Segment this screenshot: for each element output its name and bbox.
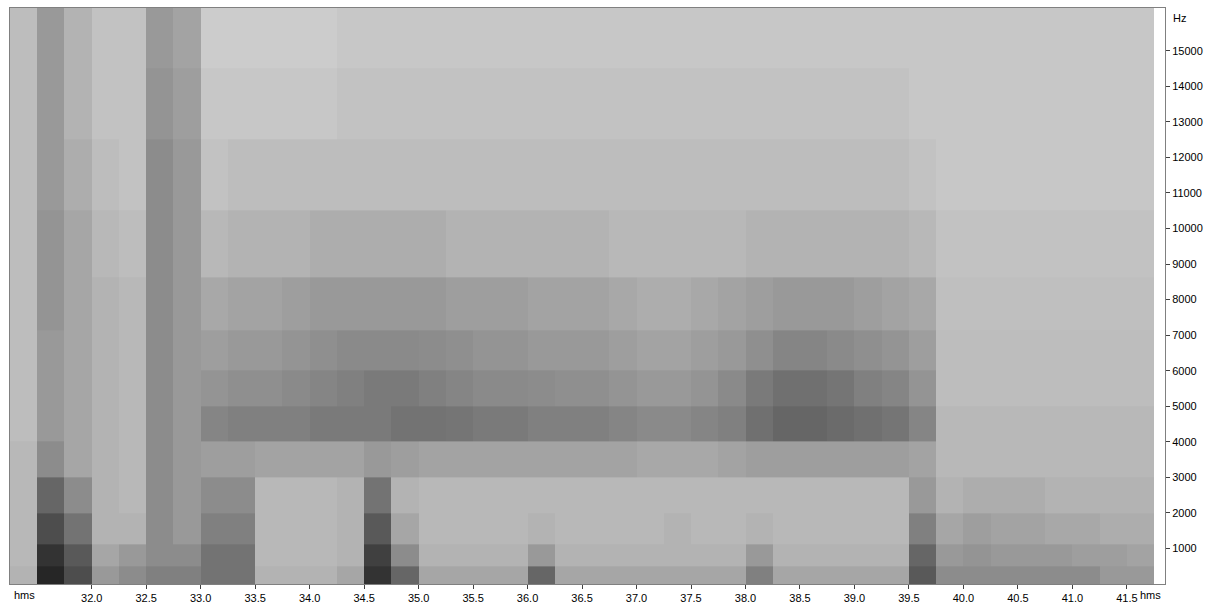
svg-text:7000: 7000 xyxy=(1172,329,1196,341)
svg-text:41.5: 41.5 xyxy=(1116,592,1137,604)
svg-text:34.5: 34.5 xyxy=(353,592,374,604)
svg-text:15000: 15000 xyxy=(1172,45,1203,57)
svg-text:32.0: 32.0 xyxy=(81,592,102,604)
svg-text:38.5: 38.5 xyxy=(789,592,810,604)
svg-text:35.5: 35.5 xyxy=(462,592,483,604)
svg-text:33.0: 33.0 xyxy=(190,592,211,604)
svg-text:6000: 6000 xyxy=(1172,365,1196,377)
svg-text:4000: 4000 xyxy=(1172,436,1196,448)
svg-text:38.0: 38.0 xyxy=(735,592,756,604)
svg-text:39.5: 39.5 xyxy=(898,592,919,604)
svg-text:5000: 5000 xyxy=(1172,400,1196,412)
svg-text:2000: 2000 xyxy=(1172,507,1196,519)
svg-text:8000: 8000 xyxy=(1172,293,1196,305)
svg-text:11000: 11000 xyxy=(1172,187,1202,199)
svg-text:9000: 9000 xyxy=(1172,258,1196,270)
svg-text:hms: hms xyxy=(14,589,35,601)
svg-text:40.5: 40.5 xyxy=(1007,592,1028,604)
svg-text:Hz: Hz xyxy=(1173,12,1186,24)
svg-text:14000: 14000 xyxy=(1172,80,1203,92)
svg-text:3000: 3000 xyxy=(1172,471,1196,483)
svg-text:33.5: 33.5 xyxy=(244,592,265,604)
svg-text:hms: hms xyxy=(1140,589,1161,601)
svg-text:37.0: 37.0 xyxy=(626,592,647,604)
svg-text:12000: 12000 xyxy=(1172,151,1203,163)
svg-text:39.0: 39.0 xyxy=(844,592,865,604)
svg-text:37.5: 37.5 xyxy=(680,592,701,604)
svg-text:10000: 10000 xyxy=(1172,222,1203,234)
svg-text:40.0: 40.0 xyxy=(953,592,974,604)
svg-text:32.5: 32.5 xyxy=(135,592,156,604)
svg-text:35.0: 35.0 xyxy=(408,592,429,604)
svg-text:36.0: 36.0 xyxy=(517,592,538,604)
svg-text:1000: 1000 xyxy=(1172,542,1196,554)
svg-text:36.5: 36.5 xyxy=(571,592,592,604)
svg-text:13000: 13000 xyxy=(1172,116,1203,128)
svg-text:41.0: 41.0 xyxy=(1062,592,1083,604)
svg-text:34.0: 34.0 xyxy=(299,592,320,604)
